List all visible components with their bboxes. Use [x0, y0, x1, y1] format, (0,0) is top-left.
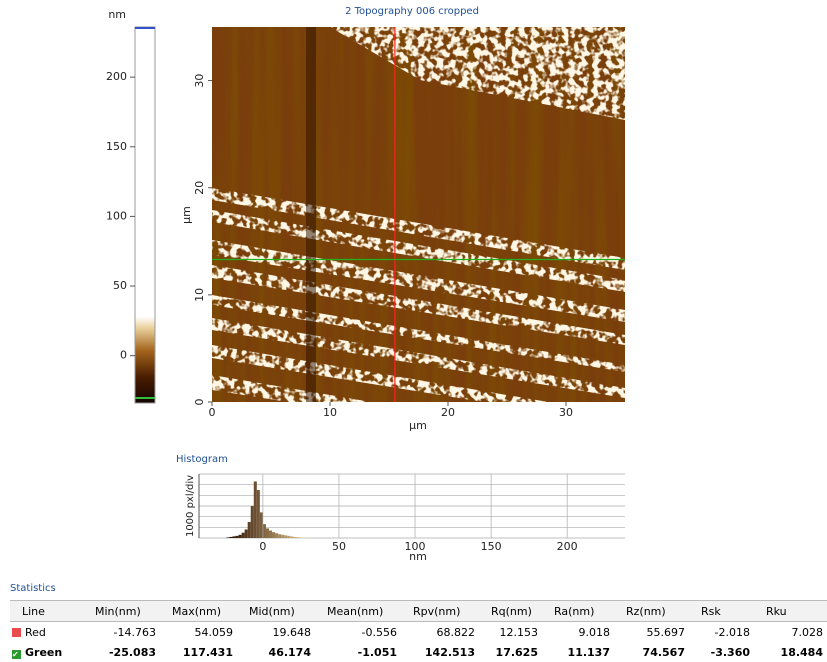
- histogram-bar: [278, 534, 282, 538]
- histogram-bar: [268, 530, 273, 538]
- x-tick-label: 30: [559, 406, 573, 419]
- y-tick-label: 10: [193, 288, 206, 302]
- value-cell: 54.059: [194, 625, 234, 639]
- line-cell: ✔ Green: [10, 642, 83, 662]
- colorbar-tick-label: 50: [113, 279, 127, 292]
- value-cell: 142.513: [424, 645, 475, 659]
- histogram-bar: [256, 490, 260, 538]
- column-header: Rpv(nm): [401, 600, 479, 622]
- column-header: Ra(nm): [542, 600, 614, 622]
- column-header: Mid(nm): [237, 600, 315, 622]
- checkbox[interactable]: ✔: [12, 649, 21, 659]
- histogram-bar: [299, 537, 303, 538]
- x-tick-label: 20: [441, 406, 455, 419]
- band: [330, 27, 625, 120]
- x-axis-label: µm: [409, 419, 427, 432]
- y-tick-label: 0: [193, 399, 206, 406]
- histogram-bar: [235, 535, 239, 538]
- histogram-bar: [275, 533, 279, 538]
- histogram-title: Histogram: [176, 454, 228, 465]
- value-cell: 46.174: [268, 645, 311, 659]
- histogram-bar: [232, 536, 236, 538]
- value-cell: 7.028: [791, 625, 824, 639]
- histogram-x-tick-label: 200: [557, 540, 578, 553]
- value-cell: 9.018: [578, 625, 611, 639]
- histogram-x-tick-label: 0: [259, 540, 266, 553]
- x-tick-label: 0: [209, 406, 216, 419]
- line-cell: Red: [10, 622, 83, 643]
- value-cell: 68.822: [436, 625, 476, 639]
- histogram-bar: [265, 528, 269, 538]
- band: [212, 345, 549, 402]
- statistics-table: Line Min(nm) Max(nm) Mid(nm) Mean(nm) Rpv(nm)…: [10, 600, 827, 662]
- y-tick-label: 20: [193, 181, 206, 195]
- value-cell: 18.484: [780, 645, 823, 659]
- y-axis-label: µm: [180, 206, 193, 224]
- histogram-bar: [290, 536, 294, 538]
- y-tick-label: 30: [193, 74, 206, 88]
- value-cell: 55.697: [646, 625, 686, 639]
- band: [212, 375, 372, 402]
- histogram-x-tick-label: 150: [481, 540, 502, 553]
- colorbar-tick-label: 100: [106, 209, 127, 222]
- value-cell: -3.360: [710, 645, 750, 659]
- histogram-y-label: 1000 pxl/div: [185, 475, 196, 537]
- column-header: Rz(nm): [614, 600, 689, 622]
- histogram-bar: [247, 522, 251, 538]
- colorbar-tick-label: 200: [106, 70, 127, 83]
- column-header: Max(nm): [160, 600, 237, 622]
- column-header: Line: [10, 600, 83, 622]
- value-cell: -1.051: [357, 645, 397, 659]
- colorbar: [134, 26, 156, 404]
- column-header: Min(nm): [83, 600, 160, 622]
- histogram-bar: [281, 534, 285, 538]
- column-header: Rq(nm): [479, 600, 542, 622]
- histogram-x-tick-label: 100: [405, 540, 426, 553]
- topography-image: [212, 27, 625, 402]
- value-cell: 11.137: [567, 645, 610, 659]
- histogram-x-label: nm: [409, 550, 427, 563]
- value-cell: -2.018: [714, 625, 750, 639]
- line-name: Green: [25, 645, 63, 659]
- histogram-bar: [284, 535, 288, 538]
- value-cell: 17.625: [495, 645, 538, 659]
- colorbar-tick-label: 150: [106, 140, 127, 153]
- x-tick-label: 10: [323, 406, 337, 419]
- column-header: Rsk: [689, 600, 754, 622]
- value-cell: -0.556: [361, 625, 397, 639]
- value-cell: -14.763: [113, 625, 156, 639]
- color-swatch: [12, 627, 21, 637]
- histogram-bar: [229, 536, 233, 538]
- histogram-bar: [241, 532, 245, 538]
- histogram-bar: [272, 532, 276, 538]
- histogram-bar: [287, 535, 291, 538]
- line-name: Red: [25, 625, 46, 639]
- histogram-bar: [262, 524, 266, 538]
- histogram-bar: [250, 506, 254, 538]
- column-header: Mean(nm): [315, 600, 401, 622]
- value-cell: 74.567: [642, 645, 685, 659]
- image-title: 2 Topography 006 cropped: [345, 6, 479, 17]
- histogram-bar: [253, 481, 257, 538]
- histogram-bar: [293, 536, 297, 538]
- column-header: Rku: [754, 600, 827, 622]
- colorbar-unit: nm: [108, 8, 126, 21]
- value-cell: 117.431: [182, 645, 233, 659]
- table-row: ✔ Green -25.083 117.431 46.174 -1.051 142.513 1…: [10, 642, 827, 662]
- table-row: Red -14.763 54.059 19.648 -0.556 68.822 12.153…: [10, 622, 827, 643]
- value-cell: 12.153: [499, 625, 539, 639]
- histogram-bar: [244, 529, 248, 538]
- histogram-x-tick-label: 50: [332, 540, 346, 553]
- value-cell: 19.648: [272, 625, 312, 639]
- chart-area: nm 2 Topography 006 cropped Histogram 0 5…: [106, 6, 625, 563]
- colorbar-tick-label: 0: [120, 349, 127, 362]
- histogram-bar: [226, 537, 230, 538]
- dark-streak: [306, 27, 316, 402]
- histogram-bar: [238, 534, 242, 538]
- statistics-title: Statistics: [10, 583, 56, 594]
- histogram-bar: [296, 537, 300, 538]
- histogram-bar: [259, 512, 263, 538]
- value-cell: -25.083: [108, 645, 156, 659]
